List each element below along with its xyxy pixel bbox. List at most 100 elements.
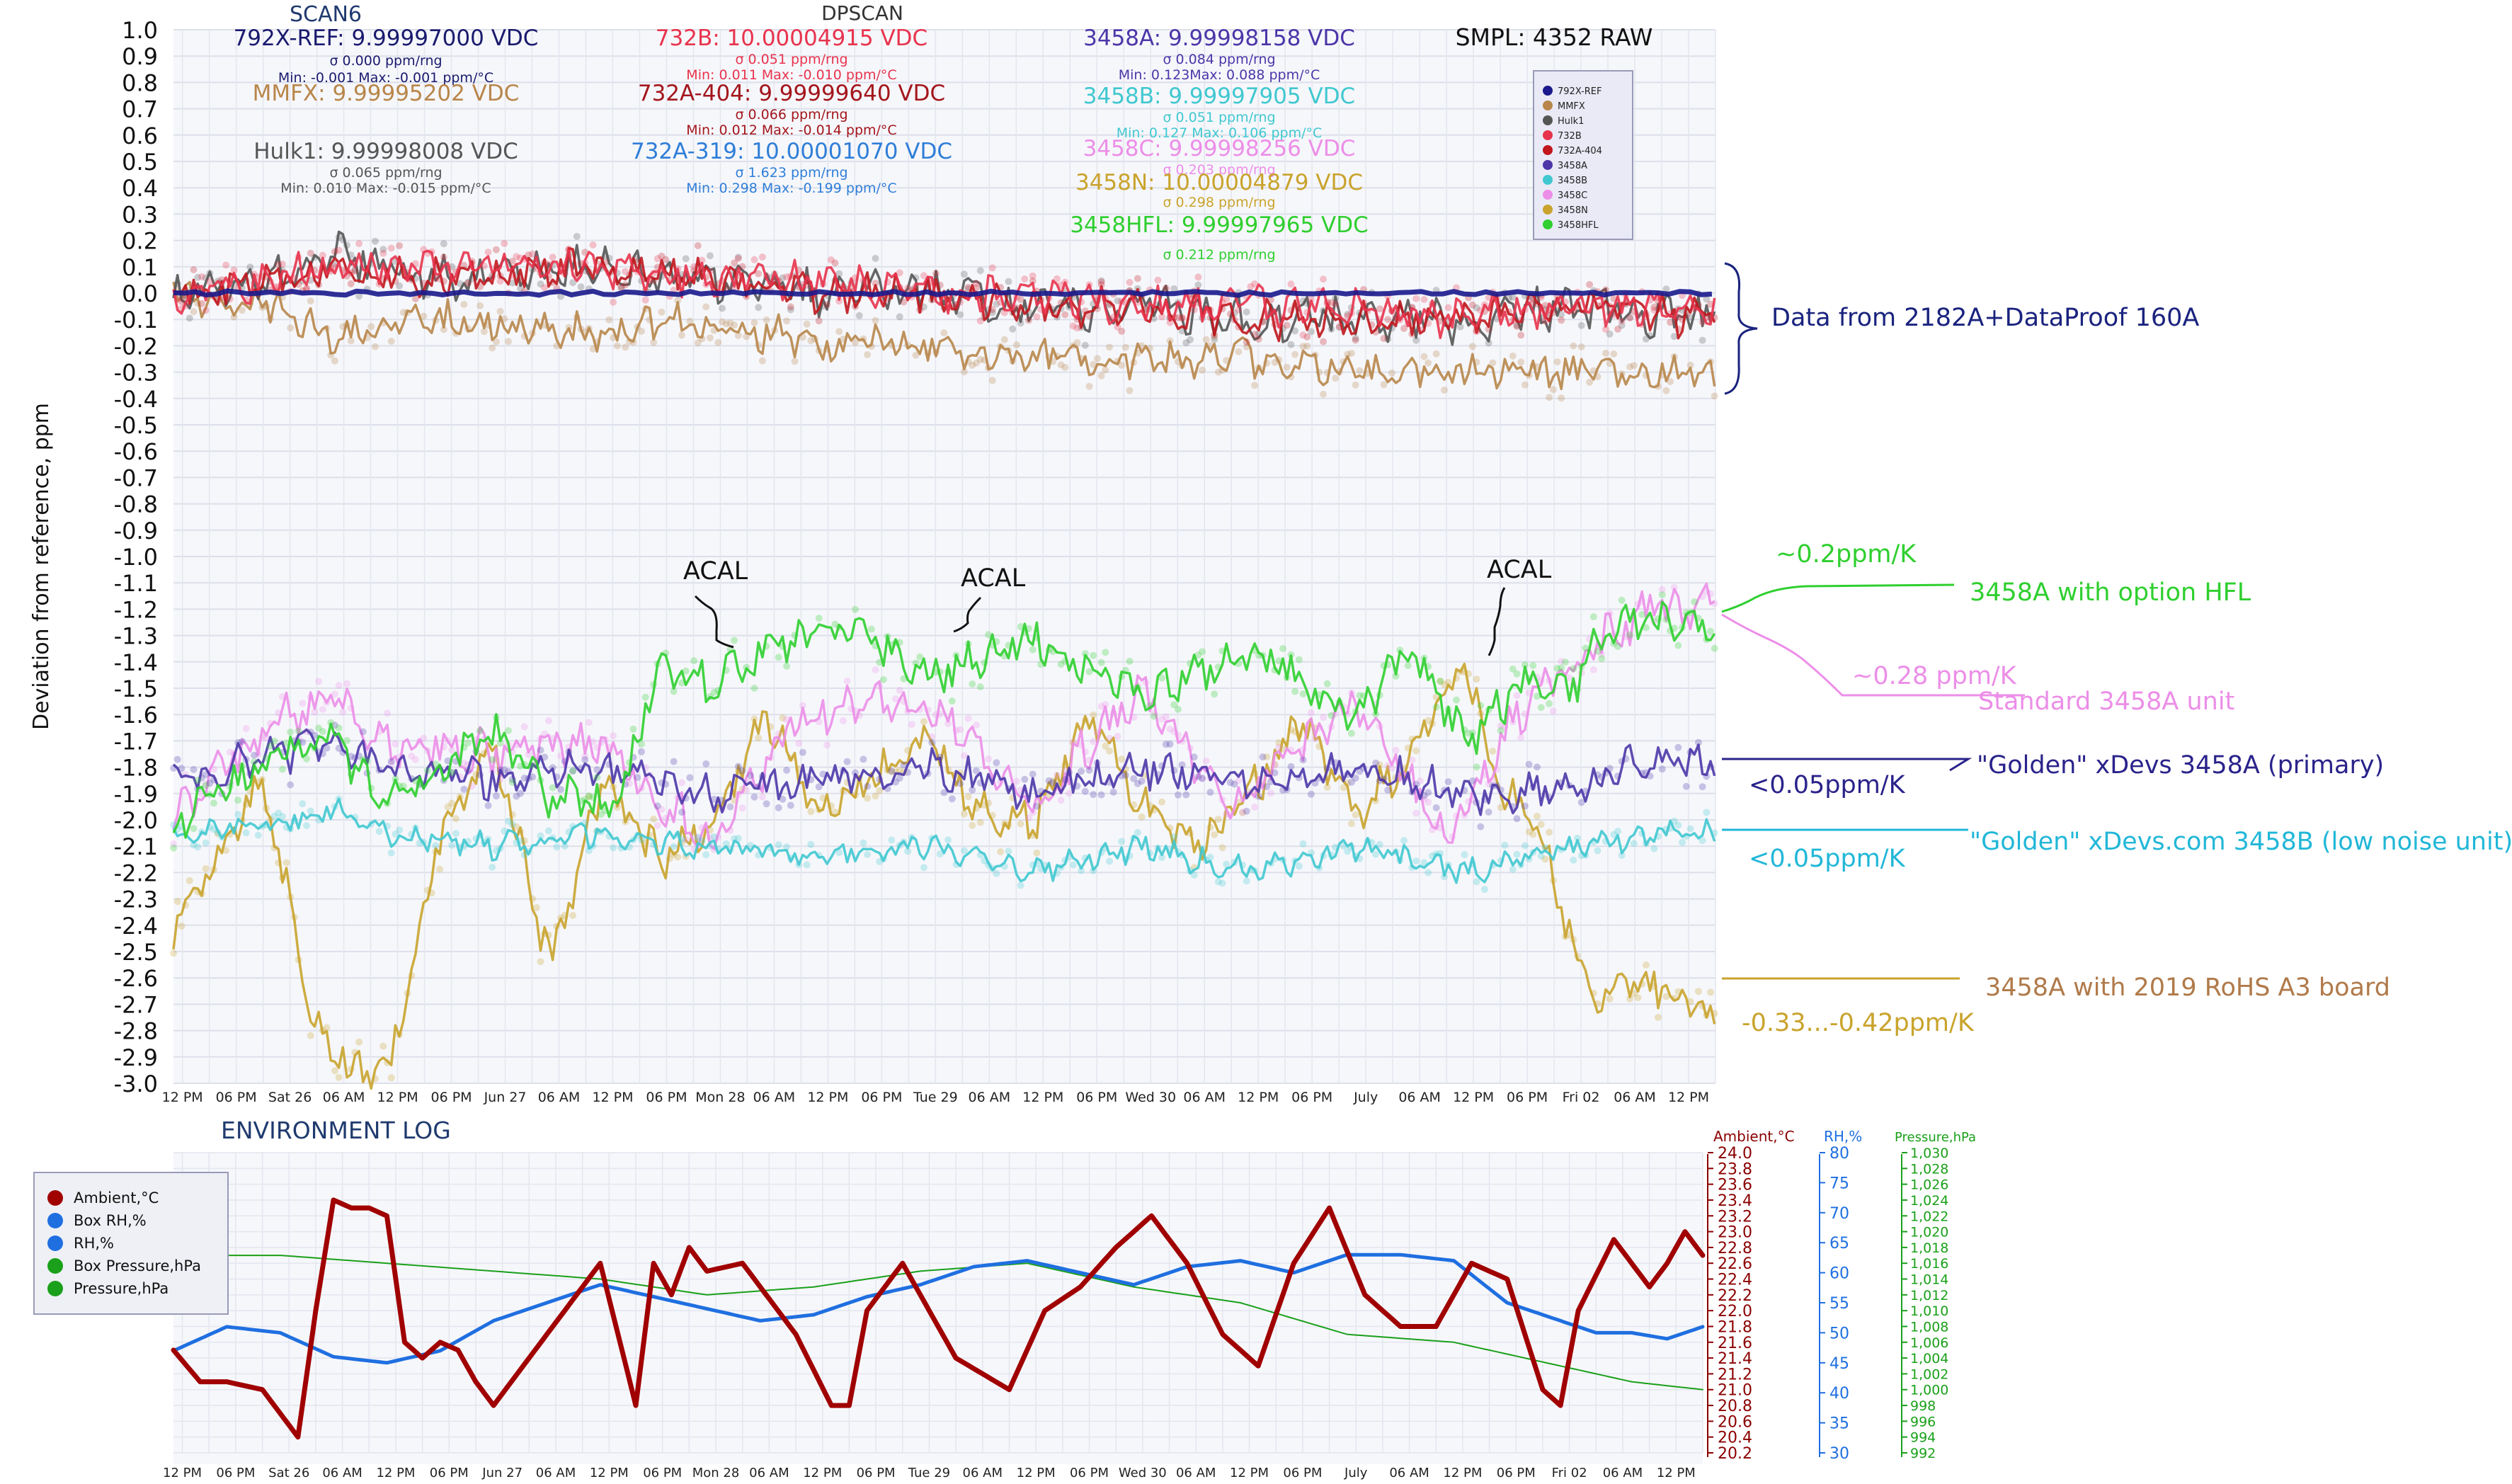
data-point xyxy=(613,342,621,350)
data-point xyxy=(1247,282,1255,290)
data-point xyxy=(347,269,355,277)
data-point xyxy=(1534,692,1541,700)
x-tick-label: 06 AM xyxy=(1398,1090,1441,1105)
acal2-pointer xyxy=(953,596,982,633)
x-tick-label: 06 AM xyxy=(1614,1090,1656,1105)
data-point xyxy=(670,687,678,695)
data-point xyxy=(1057,797,1065,804)
data-point xyxy=(896,687,903,694)
data-point xyxy=(1412,747,1420,755)
data-point xyxy=(879,675,887,683)
data-point xyxy=(1561,658,1569,666)
data-point xyxy=(1174,705,1182,713)
data-point xyxy=(653,255,661,263)
env-legend-marker xyxy=(47,1190,63,1206)
data-point xyxy=(1642,961,1650,969)
data-point xyxy=(610,298,617,306)
x-tick-label: Tue 29 xyxy=(913,1090,958,1105)
data-point xyxy=(593,774,601,781)
y-tick-label: -0.2 xyxy=(114,333,158,360)
data-point xyxy=(489,863,496,871)
data-point xyxy=(359,728,367,736)
data-point xyxy=(960,752,968,760)
data-point xyxy=(1267,789,1274,797)
data-point xyxy=(1211,333,1218,341)
data-point xyxy=(379,246,387,253)
y-tick-label: -2.7 xyxy=(114,991,158,1018)
temp-tick-label: 22.8 xyxy=(1718,1240,1752,1257)
data-point xyxy=(282,859,290,867)
data-point xyxy=(1235,306,1243,314)
data-point xyxy=(1239,809,1246,816)
data-point xyxy=(561,842,569,850)
x-tick-label: Sat 26 xyxy=(268,1090,312,1105)
data-point xyxy=(1187,336,1194,343)
data-point xyxy=(1231,780,1238,788)
data-point xyxy=(1106,857,1113,865)
data-point xyxy=(1497,726,1505,734)
data-point xyxy=(1218,844,1226,852)
data-point xyxy=(1553,358,1561,366)
data-point xyxy=(1558,316,1565,324)
data-point xyxy=(1303,342,1311,350)
data-point xyxy=(347,280,355,287)
m3458a-sigma: σ 0.084 ppm/rng xyxy=(1163,52,1275,67)
data-point xyxy=(1078,767,1085,775)
data-point xyxy=(1372,759,1380,767)
data-point xyxy=(1392,746,1400,754)
data-point xyxy=(799,702,806,709)
data-point xyxy=(1513,815,1521,823)
data-point xyxy=(1263,783,1271,791)
y-tick-label: 0.5 xyxy=(122,149,158,176)
data-point xyxy=(1029,770,1037,778)
data-point xyxy=(1513,323,1521,330)
env-x-tick-label: 06 PM xyxy=(643,1466,682,1480)
press-tick-label: 998 xyxy=(1910,1398,1936,1414)
data-point xyxy=(1025,814,1032,822)
data-point xyxy=(1251,382,1259,389)
data-point xyxy=(508,272,516,280)
data-point xyxy=(1699,336,1706,344)
data-point xyxy=(1093,355,1101,363)
data-point xyxy=(1589,666,1597,673)
data-point xyxy=(807,808,815,816)
data-point xyxy=(1614,643,1621,651)
data-point xyxy=(638,740,645,748)
data-point xyxy=(307,807,314,815)
data-point xyxy=(1480,886,1488,894)
data-point xyxy=(525,750,532,758)
data-point xyxy=(670,758,678,765)
data-point xyxy=(339,708,347,716)
press-tick-label: 1,020 xyxy=(1910,1225,1948,1240)
data-point xyxy=(617,285,625,292)
data-point xyxy=(815,615,823,622)
data-point xyxy=(1437,678,1444,685)
env-x-tick-label: 06 PM xyxy=(1070,1466,1109,1480)
data-point xyxy=(1069,322,1077,330)
data-point xyxy=(496,739,504,747)
data-point xyxy=(1235,348,1243,355)
data-point xyxy=(710,833,718,840)
data-point xyxy=(517,285,524,292)
env-x-tick-label: July xyxy=(1344,1466,1368,1480)
data-point xyxy=(1170,833,1178,840)
data-point xyxy=(779,714,787,721)
data-point xyxy=(549,784,556,792)
data-point xyxy=(1061,311,1069,319)
temp-tick-label: 20.8 xyxy=(1718,1398,1752,1415)
data-point xyxy=(1618,852,1626,860)
data-point xyxy=(170,844,177,852)
legend-marker xyxy=(1543,115,1553,125)
env-x-tick-label: 06 AM xyxy=(749,1466,789,1480)
a404-value: 732A-404: 9.99999640 VDC xyxy=(638,81,945,106)
data-point xyxy=(706,334,714,342)
y-tick-label: -0.9 xyxy=(114,518,158,544)
data-point xyxy=(1461,851,1468,859)
data-point xyxy=(569,279,577,287)
ref-minmax: Min: -0.001 Max: -0.001 ppm/°C xyxy=(278,70,493,86)
data-point xyxy=(1352,381,1359,389)
data-point xyxy=(1674,743,1682,751)
data-point xyxy=(1513,670,1521,678)
data-point xyxy=(1667,378,1674,385)
std-pointer xyxy=(1721,613,2025,697)
